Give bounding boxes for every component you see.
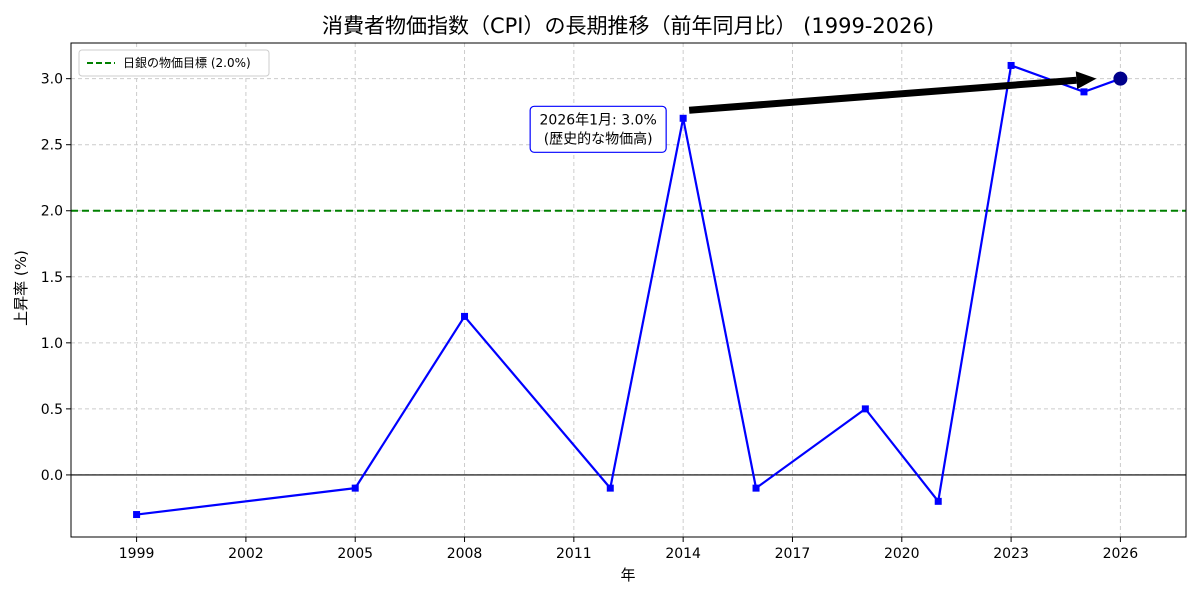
- annotation-arrow-shaft: [688, 76, 1077, 114]
- plot-frame: [70, 42, 1187, 538]
- highlight-point: [1113, 71, 1128, 86]
- y-tick-label: 2.0: [41, 204, 63, 220]
- y-tick-label: 0.0: [41, 468, 63, 484]
- cpi-data-point: [606, 484, 614, 492]
- x-tick-label: 1999: [119, 546, 155, 562]
- cpi-data-point: [1007, 61, 1015, 69]
- y-tick-label: 0.5: [41, 402, 63, 418]
- reference-lines: [71, 209, 1186, 476]
- cpi-data-point: [351, 484, 359, 492]
- chart-title: 消費者物価指数（CPI）の長期推移（前年同月比） (1999-2026): [322, 14, 934, 38]
- annotation-text-line: (歴史的な物価高): [544, 130, 653, 147]
- cpi-data-point: [861, 405, 869, 413]
- x-axis-ticks: 1999 2002 2005 2008 2011 2014 2017 2020 2023 2026: [119, 537, 1139, 562]
- annotation-text-line: 2026年1月: 3.0%: [540, 112, 657, 128]
- annotation-arrow-head: [1075, 71, 1097, 90]
- x-tick-label: 2002: [228, 546, 264, 562]
- y-tick-label: 2.5: [41, 138, 63, 154]
- cpi-data-point: [752, 484, 760, 492]
- legend: 日銀の物価目標 (2.0%): [78, 49, 270, 77]
- y-axis-label: 上昇率 (%): [12, 250, 30, 326]
- cpi-data-point: [1080, 88, 1088, 96]
- y-axis-ticks: 0.0 0.5 1.0 1.5 2.0 2.5 3.0: [41, 72, 71, 484]
- annotation-box: [529, 105, 667, 153]
- x-tick-label: 2020: [884, 546, 920, 562]
- x-tick-label: 2023: [993, 546, 1029, 562]
- cpi-data-point: [679, 114, 687, 122]
- y-tick-label: 1.5: [41, 270, 63, 286]
- x-tick-label: 2017: [775, 546, 811, 562]
- y-tick-label: 1.0: [41, 336, 63, 352]
- x-tick-label: 2011: [556, 546, 592, 562]
- cpi-data-point: [133, 511, 141, 519]
- legend-label: 日銀の物価目標 (2.0%): [123, 56, 251, 70]
- cpi-data-point: [934, 497, 942, 505]
- legend-box: [78, 49, 270, 77]
- x-tick-label: 2005: [337, 546, 373, 562]
- series-layer: [133, 61, 1128, 519]
- x-tick-label: 2026: [1103, 546, 1139, 562]
- annotation-layer: 2026年1月: 3.0% (歴史的な物価高): [529, 71, 1097, 153]
- cpi-data-point: [461, 312, 469, 320]
- x-axis-label: 年: [620, 566, 635, 584]
- y-tick-label: 3.0: [41, 72, 63, 88]
- x-tick-label: 2014: [665, 546, 701, 562]
- x-tick-label: 2008: [447, 546, 483, 562]
